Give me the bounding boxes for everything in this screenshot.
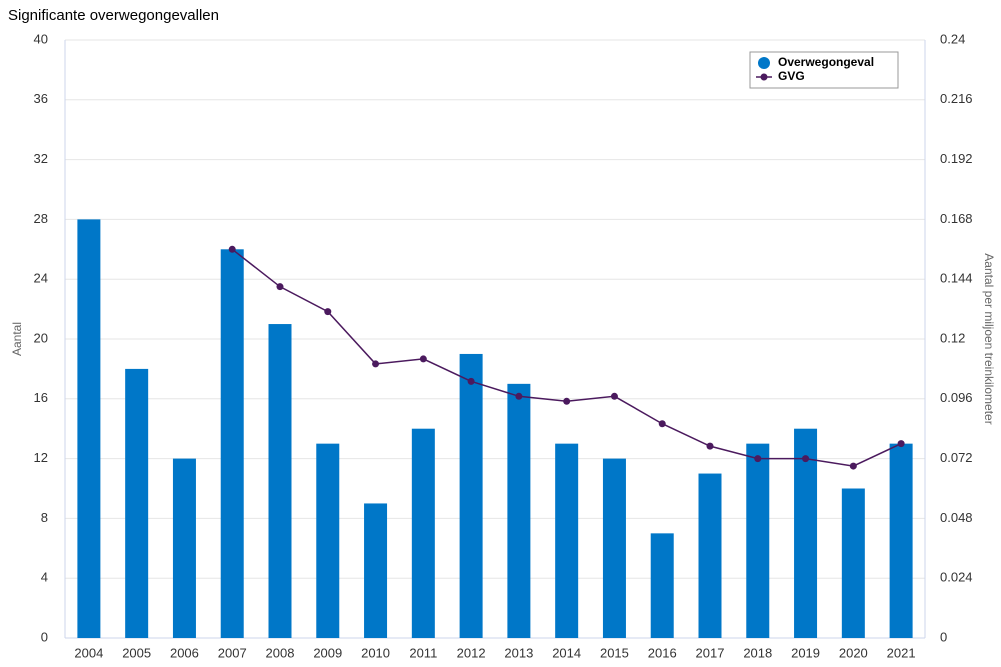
line-point bbox=[419, 355, 427, 363]
line-point bbox=[849, 462, 857, 470]
y-tick-label: 24 bbox=[34, 271, 48, 286]
y-tick-label: 8 bbox=[41, 510, 48, 525]
legend-box bbox=[749, 51, 899, 89]
line-point bbox=[706, 442, 714, 450]
line-point bbox=[658, 420, 666, 428]
y2-tick-label: 0.048 bbox=[940, 510, 973, 525]
bar bbox=[794, 428, 818, 638]
line-point bbox=[802, 455, 810, 463]
x-tick-label: 2010 bbox=[361, 645, 390, 660]
x-tick-label: 2011 bbox=[409, 645, 437, 660]
y2-tick-label: 0.168 bbox=[940, 211, 973, 226]
bar bbox=[220, 249, 244, 639]
x-tick-label: 2013 bbox=[504, 645, 533, 660]
bar bbox=[602, 458, 626, 638]
y2-axis-label: Aantal per miljoen treinkilometer bbox=[982, 253, 996, 424]
y2-tick-label: 0.096 bbox=[940, 390, 973, 405]
x-tick-label: 2014 bbox=[552, 645, 581, 660]
x-tick-label: 2019 bbox=[791, 645, 820, 660]
bar bbox=[268, 324, 292, 638]
y2-tick-label: 0.144 bbox=[940, 271, 973, 286]
chart-title: Significante overwegongevallen bbox=[8, 7, 219, 24]
line-point bbox=[897, 440, 905, 448]
legend-marker bbox=[758, 57, 770, 69]
y-tick-label: 4 bbox=[41, 570, 48, 585]
bar bbox=[698, 473, 722, 638]
line-point bbox=[467, 377, 475, 385]
x-tick-label: 2012 bbox=[457, 645, 486, 660]
y-tick-label: 20 bbox=[34, 330, 48, 345]
bar bbox=[746, 443, 770, 638]
y2-tick-label: 0.24 bbox=[940, 31, 965, 46]
x-tick-label: 2018 bbox=[743, 645, 772, 660]
x-tick-label: 2020 bbox=[839, 645, 868, 660]
line-point bbox=[228, 245, 236, 253]
line-point bbox=[372, 360, 380, 368]
y2-tick-label: 0.024 bbox=[940, 570, 973, 585]
bar bbox=[555, 443, 579, 638]
line-point bbox=[276, 283, 284, 291]
x-tick-label: 2006 bbox=[170, 645, 199, 660]
x-tick-label: 2016 bbox=[648, 645, 677, 660]
y2-tick-label: 0.12 bbox=[940, 330, 965, 345]
x-tick-label: 2021 bbox=[887, 645, 916, 660]
x-tick-label: 2007 bbox=[218, 645, 247, 660]
bar bbox=[411, 428, 435, 638]
legend-label: GVG bbox=[778, 69, 805, 83]
legend-marker bbox=[760, 73, 768, 81]
line-point bbox=[563, 397, 571, 405]
y-tick-label: 40 bbox=[34, 31, 48, 46]
y-tick-label: 0 bbox=[41, 629, 48, 644]
y-tick-label: 16 bbox=[34, 390, 48, 405]
y2-tick-label: 0 bbox=[940, 629, 947, 644]
y2-tick-label: 0.216 bbox=[940, 91, 973, 106]
bar bbox=[841, 488, 865, 638]
y-tick-label: 12 bbox=[34, 450, 48, 465]
x-tick-label: 2015 bbox=[600, 645, 629, 660]
y-axis-label: Aantal bbox=[10, 322, 24, 356]
line-point bbox=[324, 308, 332, 316]
bar bbox=[316, 443, 340, 638]
bar bbox=[77, 219, 101, 638]
bar bbox=[889, 443, 913, 638]
x-tick-label: 2017 bbox=[696, 645, 725, 660]
x-tick-label: 2008 bbox=[266, 645, 295, 660]
bar bbox=[364, 503, 388, 638]
x-tick-label: 2005 bbox=[122, 645, 151, 660]
bar bbox=[507, 383, 531, 638]
y-tick-label: 32 bbox=[34, 151, 48, 166]
bar bbox=[125, 368, 149, 638]
legend-label: Overwegongeval bbox=[778, 55, 874, 69]
x-tick-label: 2009 bbox=[313, 645, 342, 660]
bar bbox=[172, 458, 196, 638]
bar bbox=[459, 353, 483, 638]
line-point bbox=[610, 392, 618, 400]
y-tick-label: 36 bbox=[34, 91, 48, 106]
y2-tick-label: 0.072 bbox=[940, 450, 973, 465]
x-tick-label: 2004 bbox=[74, 645, 103, 660]
y2-tick-label: 0.192 bbox=[940, 151, 973, 166]
y-tick-label: 28 bbox=[34, 211, 48, 226]
bar bbox=[650, 533, 674, 638]
line-point bbox=[515, 392, 523, 400]
line-point bbox=[754, 455, 762, 463]
